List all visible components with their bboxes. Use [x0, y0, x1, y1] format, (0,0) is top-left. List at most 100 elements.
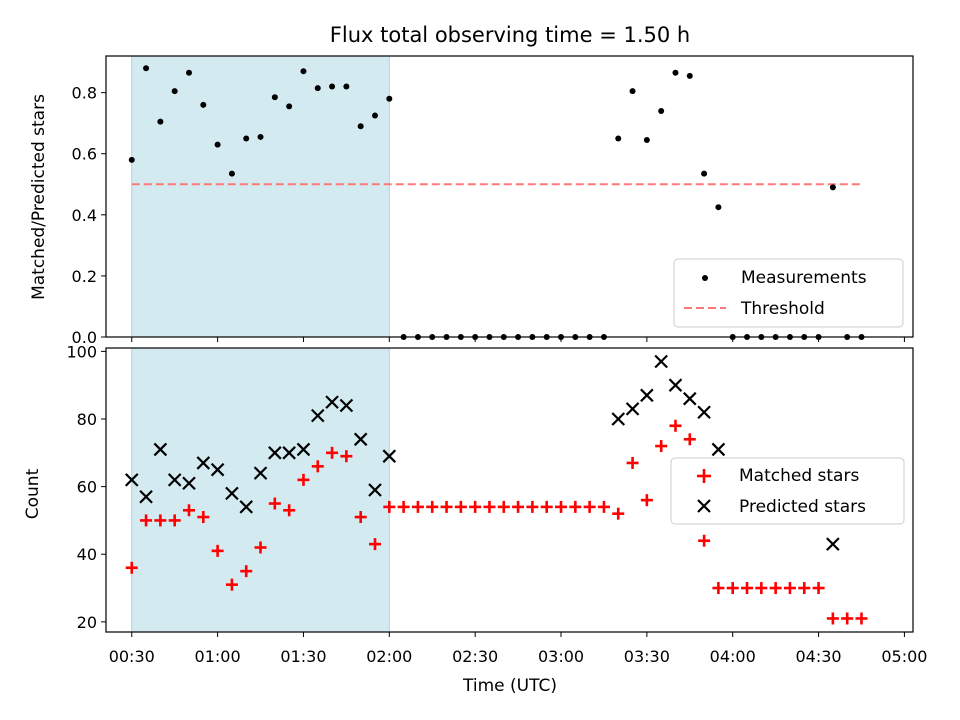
- matched-star-point: [769, 582, 782, 595]
- measurement-point: [829, 184, 836, 191]
- x-tick-label: 00:30: [109, 647, 155, 666]
- matched-star-point: [798, 582, 811, 595]
- matched-star-point: [125, 561, 138, 574]
- predicted-star-point: [182, 476, 196, 491]
- predicted-star-point: [253, 466, 268, 480]
- matched-star-point: [640, 494, 653, 507]
- matched-star-point: [597, 500, 610, 513]
- matched-star-point: [454, 500, 467, 513]
- predicted-star-point: [711, 442, 726, 457]
- predicted-star-point: [139, 489, 153, 504]
- predicted-star-point: [611, 412, 626, 426]
- top-y-tick-label: 0.6: [72, 145, 97, 164]
- measurement-point: [329, 83, 336, 90]
- bottom-legend-box: [670, 457, 905, 525]
- matched-star-point: [254, 541, 267, 554]
- matched-star-point: [168, 514, 181, 527]
- predicted-star-point: [325, 395, 339, 409]
- legend-marker-matched-stars: [697, 469, 711, 483]
- measurement-point: [228, 170, 235, 177]
- matched-star-point: [154, 514, 167, 527]
- bottom-plot-area: 00:30 01:00 01:30 02:00 02:30 03:00 03:30 04:00…: [66, 342, 927, 666]
- measurement-point: [658, 107, 665, 114]
- legend-marker-predicted-stars: [697, 499, 711, 513]
- matched-star-point: [812, 582, 825, 595]
- predicted-star-point: [683, 391, 697, 406]
- matched-star-point: [726, 582, 739, 595]
- bottom-highlight-span: [131, 347, 390, 633]
- measurement-point: [200, 101, 207, 108]
- matched-star-point: [383, 500, 396, 513]
- matched-star-point: [469, 500, 482, 513]
- x-tick-label: 01:30: [280, 647, 326, 666]
- predicted-star-point: [353, 432, 368, 447]
- measurement-point: [185, 69, 192, 76]
- matched-star-point: [240, 565, 253, 578]
- matched-star-point: [655, 440, 668, 453]
- predicted-star-point: [225, 486, 239, 501]
- matched-star-point: [268, 497, 281, 510]
- matched-star-point: [397, 500, 410, 513]
- predicted-star-point: [654, 354, 668, 369]
- measurement-point: [314, 85, 321, 92]
- matched-star-point: [512, 500, 525, 513]
- matched-star-point: [698, 534, 711, 547]
- matched-star-point: [140, 514, 153, 527]
- measurement-point: [343, 83, 350, 90]
- measurement-point: [286, 103, 293, 110]
- top-y-tick-label: 0.8: [72, 84, 97, 103]
- top-y-tick-label: 0.0: [72, 328, 97, 347]
- x-tick-label: 05:00: [881, 647, 927, 666]
- matched-star-point: [783, 582, 796, 595]
- matched-star-point: [855, 612, 868, 625]
- predicted-star-point: [697, 405, 711, 420]
- matched-star-point: [683, 433, 696, 446]
- matched-star-point: [569, 500, 582, 513]
- matched-star-point: [197, 511, 210, 524]
- top-legend-box: [673, 258, 904, 328]
- measurement-point: [128, 156, 135, 163]
- top-highlight-span: [131, 55, 390, 338]
- matched-star-point: [440, 500, 453, 513]
- legend-label-threshold: Threshold: [740, 299, 825, 319]
- x-tick-label: 02:30: [452, 647, 498, 666]
- bottom-y-axis-label: Count: [23, 468, 43, 519]
- matched-star-point: [583, 500, 596, 513]
- top-legend: Measurements Threshold: [673, 258, 904, 328]
- matched-star-point: [211, 544, 224, 557]
- measurement-point: [214, 141, 221, 148]
- matched-star-point: [712, 582, 725, 595]
- matched-star-point: [826, 612, 839, 625]
- matched-star-point: [497, 500, 510, 513]
- measurement-point: [357, 123, 364, 130]
- predicted-star-point: [210, 462, 225, 477]
- matched-star-point: [483, 500, 496, 513]
- matched-star-point: [182, 504, 195, 517]
- bottom-y-tick-label: 60: [77, 478, 97, 497]
- measurement-point: [300, 68, 307, 75]
- chart-title: Flux total observing time = 1.50 h: [330, 23, 690, 47]
- measurement-point: [171, 88, 178, 95]
- legend-marker-measurements: [702, 275, 708, 281]
- matched-star-point: [326, 446, 339, 459]
- measurement-point: [372, 112, 378, 119]
- x-tick-label: 03:00: [538, 647, 584, 666]
- matched-star-point: [526, 500, 539, 513]
- predicted-star-point: [196, 456, 211, 470]
- x-tick-label: 02:00: [366, 647, 412, 666]
- bottom-y-tick-label: 20: [77, 613, 97, 632]
- matched-star-point: [426, 500, 439, 513]
- predicted-star-point: [368, 483, 382, 497]
- matched-star-point: [626, 456, 639, 469]
- matched-star-point: [225, 578, 238, 591]
- matched-star-point: [669, 419, 682, 432]
- x-tick-label: 04:00: [710, 647, 756, 666]
- top-axes-frame: [105, 55, 914, 338]
- legend-label-matched-stars: Matched stars: [739, 466, 859, 486]
- bottom-y-tick-label: 80: [77, 410, 97, 429]
- predicted-star-point: [268, 446, 282, 460]
- predicted-star-point: [239, 500, 254, 514]
- x-tick-label: 01:00: [195, 647, 241, 666]
- matched-star-point: [555, 500, 568, 513]
- matched-star-point: [411, 500, 424, 513]
